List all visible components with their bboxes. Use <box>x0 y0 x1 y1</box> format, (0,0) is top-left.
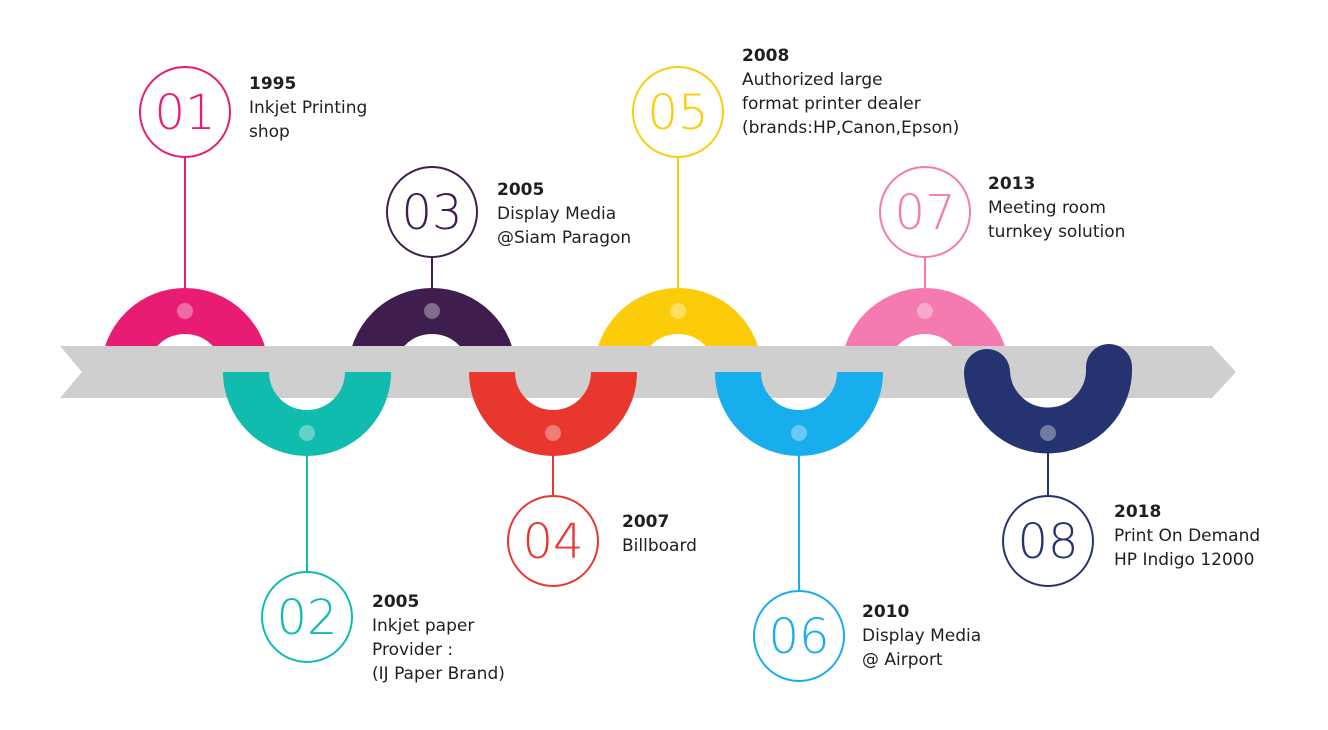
milestone-circle-04 <box>507 495 599 587</box>
milestone-circle-01 <box>139 66 231 158</box>
milestone-description-line: Billboard <box>622 536 697 556</box>
milestone-description-line: @Siam Paragon <box>497 228 632 248</box>
milestone-label-02: 2005 Inkjet paper Provider : (IJ Paper Bran… <box>372 590 505 686</box>
milestone-circle-06 <box>753 590 845 682</box>
milestone-description-line: Display Media <box>862 626 982 646</box>
milestone-year: 2008 <box>742 46 790 66</box>
milestone-label-03: 2005 Display Media @Siam Paragon <box>497 178 631 250</box>
milestone-label-01: 1995 Inkjet Printing shop <box>249 72 367 144</box>
milestone-description-line: Provider : <box>372 640 454 660</box>
milestone-label-07: 2013 Meeting room turnkey solution <box>988 172 1125 244</box>
milestone-label-08: 2018 Print On Demand HP Indigo 12000 <box>1114 500 1260 572</box>
milestone-year: 2010 <box>862 602 910 622</box>
ring-dot-03 <box>424 303 440 319</box>
milestone-description-line: Display Media <box>497 204 617 224</box>
milestone-description-line: format printer dealer <box>742 94 921 114</box>
ring-segment-08 <box>964 344 1133 454</box>
ring-dot-08 <box>1040 425 1056 441</box>
milestone-number-07: 07 <box>894 185 955 241</box>
milestone-label-06: 2010 Display Media @ Airport <box>862 600 981 672</box>
milestone-circle-05 <box>632 66 724 158</box>
milestone-description-line: @ Airport <box>862 650 943 670</box>
milestone-year: 2005 <box>497 180 545 200</box>
milestone-year: 2007 <box>622 512 670 532</box>
milestone-description-line: shop <box>249 122 290 142</box>
milestone-label-05: 2008 Authorized large format printer deale… <box>742 44 959 140</box>
ring-dot-05 <box>670 303 686 319</box>
milestone-year: 2005 <box>372 592 420 612</box>
ring-dot-07 <box>917 303 933 319</box>
milestone-number-06: 06 <box>768 609 829 665</box>
milestone-description-line: (brands:HP,Canon,Epson) <box>742 118 960 138</box>
milestone-description-line: Inkjet Printing <box>249 98 368 118</box>
milestone-number-08: 08 <box>1017 514 1078 570</box>
ring-dot-04 <box>545 425 561 441</box>
milestone-description-line: Meeting room <box>988 198 1106 218</box>
milestone-number-03: 03 <box>401 185 462 241</box>
milestone-description-line: Print On Demand <box>1114 526 1261 546</box>
milestone-number-01: 01 <box>154 85 215 141</box>
milestone-description-line: turnkey solution <box>988 222 1126 242</box>
milestone-year: 1995 <box>249 74 297 94</box>
ring-dot-06 <box>791 425 807 441</box>
milestone-circle-07 <box>879 166 971 258</box>
milestone-description-line: (IJ Paper Brand) <box>372 664 505 684</box>
milestone-circle-02 <box>261 571 353 663</box>
milestone-circle-08 <box>1002 495 1094 587</box>
milestone-description-line: Authorized large <box>742 70 883 90</box>
milestone-circle-03 <box>386 166 478 258</box>
milestone-description-line: HP Indigo 12000 <box>1114 550 1255 570</box>
ring-dot-02 <box>299 425 315 441</box>
milestone-year: 2013 <box>988 174 1036 194</box>
milestone-description-line: Inkjet paper <box>372 616 475 636</box>
milestone-year: 2018 <box>1114 502 1162 522</box>
milestone-label-04: 2007 Billboard <box>622 510 697 558</box>
milestone-number-02: 02 <box>276 590 337 646</box>
ring-dot-01 <box>177 303 193 319</box>
milestone-number-04: 04 <box>522 514 583 570</box>
milestone-number-05: 05 <box>647 85 708 141</box>
